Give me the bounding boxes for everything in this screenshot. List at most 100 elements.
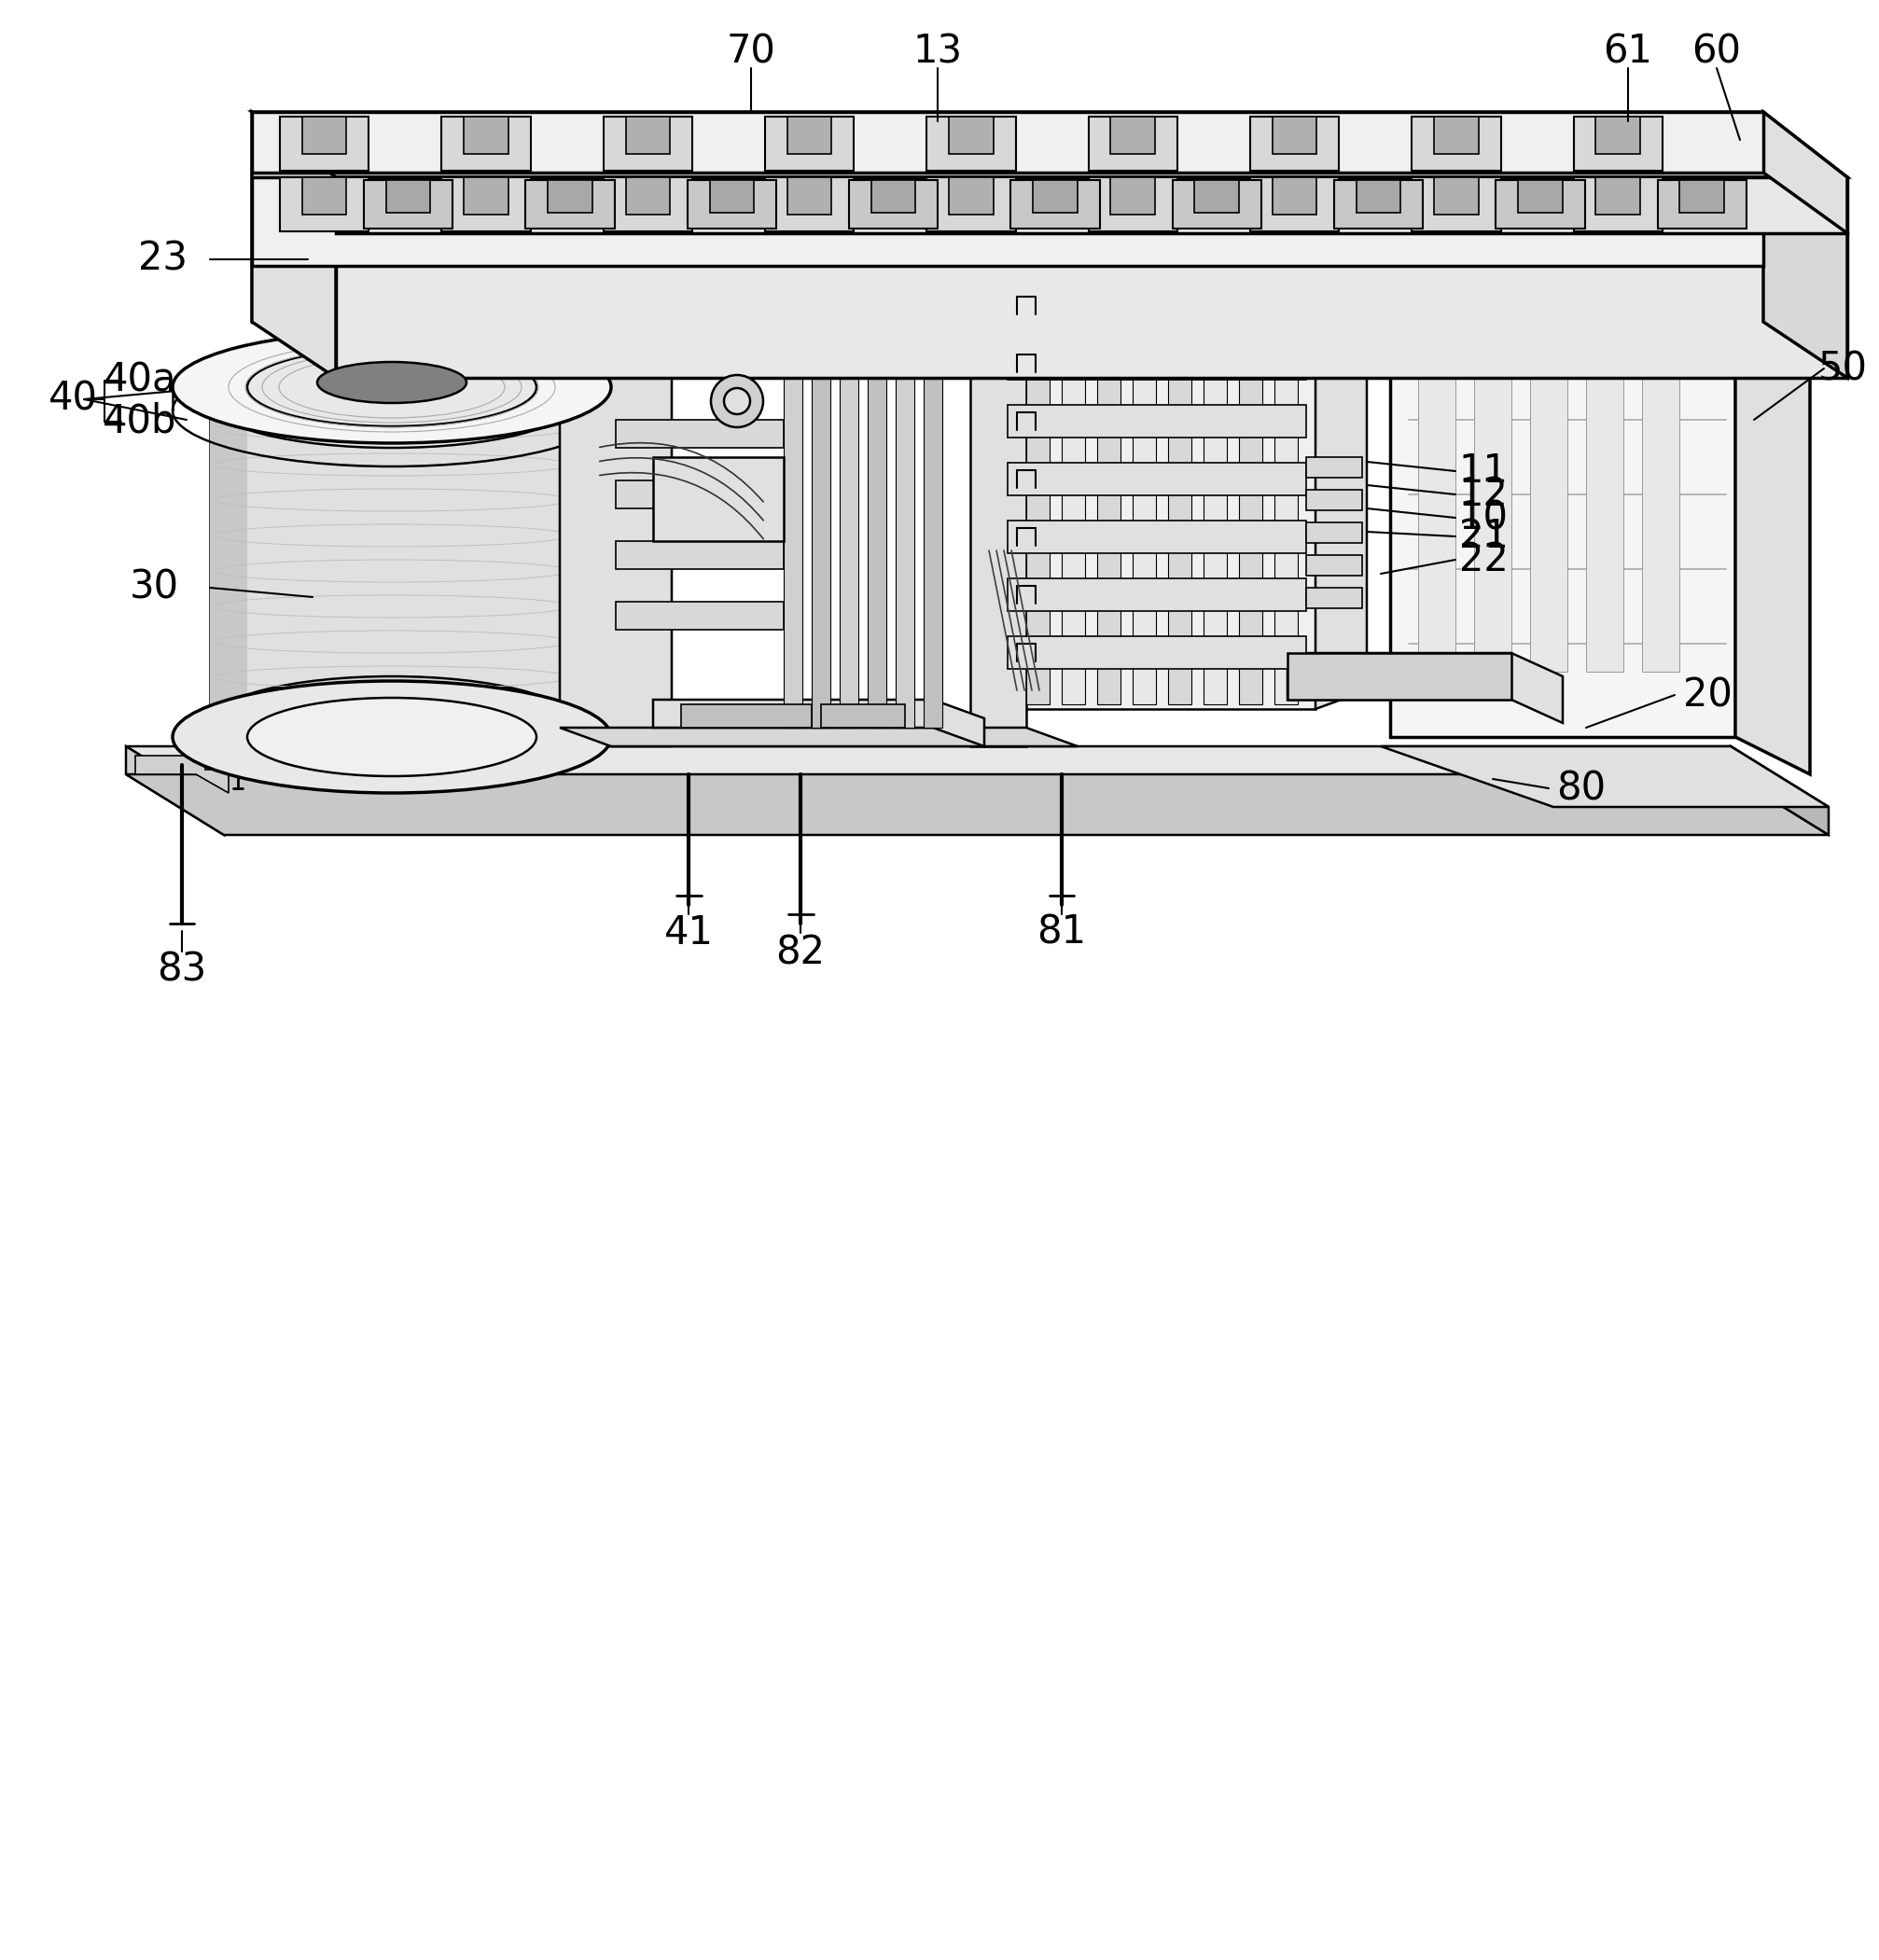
Polygon shape bbox=[1434, 176, 1479, 214]
Text: 70: 70 bbox=[725, 31, 776, 71]
Text: 40b: 40b bbox=[103, 402, 177, 441]
Polygon shape bbox=[1287, 653, 1561, 723]
Polygon shape bbox=[1062, 280, 1084, 704]
Polygon shape bbox=[1097, 280, 1120, 704]
Polygon shape bbox=[1011, 180, 1099, 229]
Text: 41: 41 bbox=[663, 913, 712, 953]
Polygon shape bbox=[1640, 298, 1678, 672]
Polygon shape bbox=[1306, 490, 1362, 510]
Polygon shape bbox=[526, 180, 614, 229]
Polygon shape bbox=[1272, 116, 1315, 155]
Polygon shape bbox=[210, 402, 573, 723]
Text: 83: 83 bbox=[158, 951, 207, 990]
Polygon shape bbox=[1172, 180, 1261, 229]
Polygon shape bbox=[573, 410, 598, 429]
Polygon shape bbox=[1088, 176, 1176, 231]
Ellipse shape bbox=[173, 680, 611, 794]
Polygon shape bbox=[1518, 180, 1561, 214]
Polygon shape bbox=[1731, 747, 1828, 835]
Polygon shape bbox=[1306, 588, 1362, 608]
Polygon shape bbox=[1007, 347, 1306, 380]
Polygon shape bbox=[385, 180, 430, 214]
Polygon shape bbox=[252, 112, 1763, 172]
Text: 21: 21 bbox=[1458, 517, 1507, 557]
Text: 12: 12 bbox=[1458, 474, 1507, 514]
Polygon shape bbox=[1680, 180, 1723, 214]
Polygon shape bbox=[126, 774, 1828, 835]
Polygon shape bbox=[135, 757, 229, 794]
Polygon shape bbox=[998, 247, 1366, 270]
Text: 20: 20 bbox=[1682, 676, 1731, 715]
Polygon shape bbox=[205, 757, 274, 784]
Polygon shape bbox=[464, 116, 507, 155]
Polygon shape bbox=[1007, 521, 1306, 553]
Polygon shape bbox=[868, 335, 885, 727]
Polygon shape bbox=[1306, 555, 1362, 576]
Text: 13: 13 bbox=[913, 31, 962, 71]
Polygon shape bbox=[1357, 180, 1400, 214]
Text: 60: 60 bbox=[1691, 31, 1740, 71]
Polygon shape bbox=[442, 176, 530, 231]
Polygon shape bbox=[1763, 172, 1847, 378]
Polygon shape bbox=[1287, 653, 1511, 700]
Polygon shape bbox=[616, 480, 784, 508]
Polygon shape bbox=[1334, 180, 1422, 229]
Polygon shape bbox=[1411, 176, 1499, 231]
Polygon shape bbox=[923, 335, 941, 727]
Polygon shape bbox=[840, 335, 859, 727]
Text: 10: 10 bbox=[1458, 498, 1507, 537]
Polygon shape bbox=[1306, 457, 1362, 478]
Polygon shape bbox=[708, 180, 753, 214]
Polygon shape bbox=[626, 176, 669, 214]
Polygon shape bbox=[765, 176, 853, 231]
Text: 81: 81 bbox=[1037, 913, 1086, 953]
Polygon shape bbox=[1272, 176, 1315, 214]
Polygon shape bbox=[784, 335, 802, 727]
Polygon shape bbox=[1250, 116, 1338, 171]
Polygon shape bbox=[560, 727, 1077, 747]
Polygon shape bbox=[1167, 280, 1191, 704]
Ellipse shape bbox=[318, 363, 466, 404]
Polygon shape bbox=[1110, 176, 1154, 214]
Polygon shape bbox=[1007, 406, 1306, 437]
Ellipse shape bbox=[723, 388, 750, 414]
Polygon shape bbox=[949, 116, 992, 155]
Text: 80: 80 bbox=[1556, 768, 1605, 808]
Polygon shape bbox=[442, 116, 530, 171]
Polygon shape bbox=[926, 116, 1015, 171]
Polygon shape bbox=[1007, 463, 1306, 496]
Polygon shape bbox=[688, 180, 776, 229]
Text: 11: 11 bbox=[1458, 451, 1507, 490]
Text: 22: 22 bbox=[1458, 541, 1507, 580]
Polygon shape bbox=[849, 180, 938, 229]
Polygon shape bbox=[1434, 116, 1479, 155]
Text: 40a: 40a bbox=[103, 361, 177, 400]
Text: 30: 30 bbox=[130, 568, 179, 608]
Polygon shape bbox=[1417, 298, 1454, 672]
Ellipse shape bbox=[173, 331, 611, 443]
Polygon shape bbox=[652, 457, 784, 541]
Polygon shape bbox=[1595, 116, 1640, 155]
Polygon shape bbox=[336, 233, 1847, 378]
Polygon shape bbox=[616, 541, 784, 568]
Text: 61: 61 bbox=[1603, 31, 1652, 71]
Polygon shape bbox=[1238, 280, 1261, 704]
Polygon shape bbox=[252, 112, 1847, 176]
Polygon shape bbox=[1389, 210, 1809, 247]
Polygon shape bbox=[1573, 116, 1661, 171]
Polygon shape bbox=[560, 290, 671, 747]
Polygon shape bbox=[821, 704, 904, 727]
Polygon shape bbox=[970, 290, 1026, 747]
Polygon shape bbox=[1203, 280, 1227, 704]
Polygon shape bbox=[1389, 210, 1734, 737]
Polygon shape bbox=[652, 700, 985, 747]
Polygon shape bbox=[616, 602, 784, 629]
Polygon shape bbox=[626, 116, 669, 155]
Polygon shape bbox=[680, 704, 812, 727]
Polygon shape bbox=[1274, 280, 1297, 704]
Polygon shape bbox=[787, 176, 831, 214]
Polygon shape bbox=[210, 402, 248, 723]
Polygon shape bbox=[1379, 747, 1828, 808]
Polygon shape bbox=[303, 116, 346, 155]
Polygon shape bbox=[336, 176, 1847, 233]
